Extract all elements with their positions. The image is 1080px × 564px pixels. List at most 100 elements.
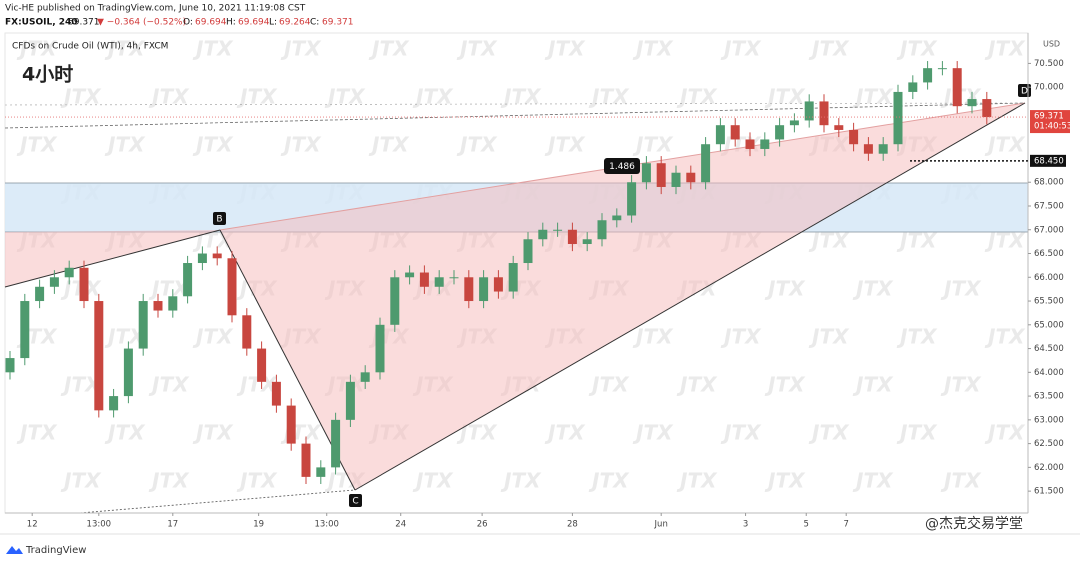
bg-watermark: JTX [192,37,234,61]
x-tick-label: 3 [743,520,748,530]
candle-body [345,381,355,420]
candle-body [49,277,59,287]
bg-watermark: JTX [412,85,454,109]
bg-watermark: JTX [368,133,410,157]
bg-watermark: JTX [236,373,278,397]
point-box [349,494,362,507]
y-tick-label: 62.000 [1034,463,1064,473]
bg-watermark: JTX [940,469,982,493]
candle-body [449,277,459,279]
bg-watermark: JTX [896,421,938,445]
bg-watermark: JTX [16,37,58,61]
bg-watermark: JTX [148,373,190,397]
bg-watermark: JTX [632,325,674,349]
bg-watermark: JTX [852,373,894,397]
y-tick-label: 65.500 [1034,297,1064,307]
candle-body [937,68,947,70]
x-tick-label: 26 [477,520,488,530]
bg-watermark: JTX [60,469,102,493]
bg-watermark: JTX [984,229,1026,253]
bg-watermark: JTX [544,421,586,445]
bg-watermark: JTX [456,37,498,61]
candle-body [375,324,385,373]
bg-watermark: JTX [192,133,234,157]
bg-watermark: JTX [368,37,410,61]
candles [5,61,992,485]
y-tick-label: 67.500 [1034,201,1064,211]
price-tag-label: 68.450 [1034,156,1064,166]
y-tick-label: 63.500 [1034,392,1064,402]
candle-body [360,372,370,382]
symbol-segment: 69.694 [238,18,270,28]
candle-body [641,163,651,183]
symbol-segment: L: [269,18,277,28]
y-tick-label: 66.000 [1034,273,1064,283]
bg-watermark: JTX [808,37,850,61]
countdown: 01:40:53 [1034,122,1072,132]
y-tick-label: 70.500 [1034,59,1064,69]
candle-body [819,101,829,126]
candle-body [701,144,711,183]
bg-watermark: JTX [500,469,542,493]
ratio-box [604,158,640,174]
point-label: B [216,215,222,225]
candle-body [745,139,755,149]
candle-body [967,99,977,107]
point-label: D [1021,87,1028,97]
y-tick-label: 64.000 [1034,368,1064,378]
currency: USD [1043,40,1060,49]
candle-body [656,163,666,187]
candle-body [271,381,281,406]
candle-body [538,229,548,240]
pattern-line [4,102,1026,106]
bg-watermark: JTX [456,133,498,157]
x-tick-label: 24 [395,520,406,530]
bg-watermark: JTX [764,85,806,109]
pattern-fill [220,103,1025,490]
symbol-segment: ▼ −0.364 (−0.52%) [97,18,186,28]
bg-watermark: JTX [192,421,234,445]
bg-watermark: JTX [896,325,938,349]
candle-body [627,182,637,216]
point-box [213,212,226,225]
symbol-segment: C: [310,18,319,28]
bg-watermark: JTX [808,325,850,349]
bg-watermark: JTX [632,37,674,61]
bg-watermark: JTX [148,85,190,109]
bg-watermark: JTX [764,277,806,301]
y-tick-label: 61.500 [1034,487,1064,497]
bg-watermark: JTX [236,469,278,493]
candle-body [464,277,474,302]
y-tick-label: 64.500 [1034,344,1064,354]
bg-watermark: JTX [16,133,58,157]
candle-body [316,467,326,477]
bg-watermark: JTX [940,373,982,397]
candle-body [878,144,888,154]
candle-body [893,91,903,145]
candle-body [390,277,400,325]
bg-watermark: JTX [984,421,1026,445]
bg-watermark: JTX [720,37,762,61]
bg-watermark: JTX [852,469,894,493]
symbol-segment: 69.371 [68,18,100,28]
bg-watermark: JTX [104,37,146,61]
chart-title: CFDs on Crude Oil (WTI), 4h, FXCM [12,42,168,52]
symbol-segment: 69.264 [279,18,311,28]
y-tick-label: 63.000 [1034,415,1064,425]
candle-body [64,267,74,278]
bg-watermark: JTX [16,421,58,445]
candle-body [849,129,859,145]
bg-watermark: JTX [412,469,454,493]
bg-watermark: JTX [280,37,322,61]
bg-watermark: JTX [720,421,762,445]
y-tick-label: 65.000 [1034,320,1064,330]
x-tick-label: 19 [253,520,264,530]
candle-body [197,253,207,264]
x-tick-label: 5 [804,520,809,530]
symbol-segment: FX:USOIL, 240 [5,18,78,28]
bg-watermark: JTX [500,85,542,109]
ratio-label: 1.486 [609,162,635,172]
chart-subtitle: 4小时 [22,64,73,86]
